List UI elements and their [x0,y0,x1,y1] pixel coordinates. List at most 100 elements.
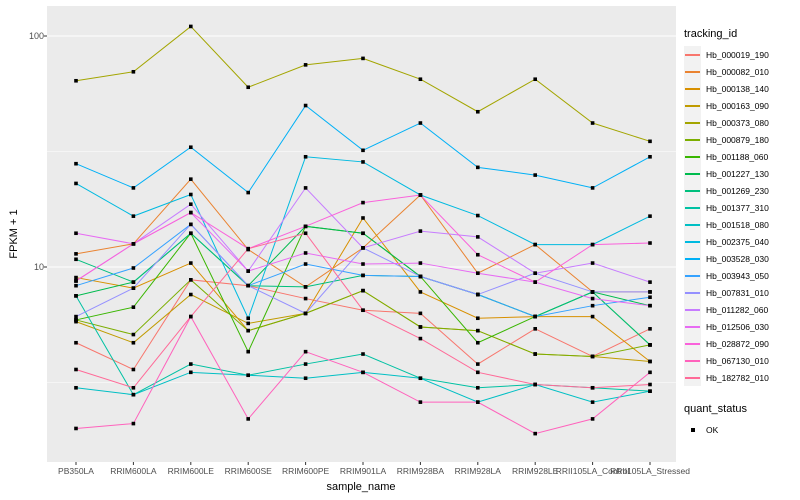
data-point [648,359,652,364]
data-point [648,343,652,347]
legend-item-Hb_007831_010: Hb_007831_010 [684,284,796,301]
legend-item-Hb_001518_080: Hb_001518_080 [684,216,796,233]
data-point [590,385,595,390]
data-point [648,303,652,308]
data-point [131,280,136,284]
data-point [361,308,365,313]
data-point [303,262,308,266]
data-point [246,269,250,273]
legend-item-Hb_001188_060: Hb_001188_060 [684,148,796,165]
legend-item-Hb_067130_010: Hb_067130_010 [684,352,796,369]
data-point [361,246,365,250]
legend-item-Hb_000373_080: Hb_000373_080 [684,114,796,131]
legend-key-line-icon [684,131,701,148]
data-point [476,385,480,390]
legend-items: Hb_000019_190 Hb_000082_010 Hb_000138_140 H… [684,46,796,386]
legend-key-line-icon [684,301,701,318]
data-point [246,316,250,321]
data-point [476,213,480,218]
data-point [418,229,423,233]
data-point [74,367,78,372]
data-point [74,318,78,322]
legend-key-line-icon [684,114,701,131]
data-point [533,173,537,177]
legend-item-label: Hb_001188_060 [706,151,769,162]
data-point [590,261,595,265]
data-point [648,280,652,284]
data-point [74,426,78,431]
data-point [74,252,78,256]
data-point [131,214,136,218]
data-point [418,121,423,125]
legend-item-label: Hb_007831_010 [706,287,769,298]
data-point [131,186,136,190]
data-point [590,290,595,294]
data-point [303,251,308,255]
legend-item-Hb_003528_030: Hb_003528_030 [684,250,796,267]
data-point [303,349,308,354]
data-point [476,271,480,276]
data-point [131,242,136,246]
data-point [303,231,308,236]
data-point [131,305,136,309]
data-point [476,252,480,257]
data-point [533,271,537,276]
legend-key-line-icon [684,63,701,80]
data-point [74,385,78,390]
data-point [246,283,250,288]
data-point [476,340,480,345]
legend-key-line-icon [684,267,701,284]
data-point [361,160,365,164]
legend-key-line-icon [684,335,701,352]
data-point [361,273,365,278]
data-point [246,321,250,326]
legend-item-Hb_000019_190: Hb_000019_190 [684,46,796,63]
legend-item-Hb_028872_090: Hb_028872_090 [684,335,796,352]
data-point [189,370,193,375]
data-point [590,314,595,319]
legend-item-label: Hb_182782_010 [706,372,769,383]
legend-item-label: Hb_001269_230 [706,185,769,196]
data-point [361,370,365,375]
legend-item-ok: OK [684,421,796,438]
data-point [418,336,423,341]
legend-item-label: Hb_000163_090 [706,100,769,111]
x-tick-label-RRIM600LE: RRIM600LE [167,466,214,476]
data-point [189,222,193,227]
data-point [189,231,193,236]
x-tick-label-RRIM600LA: RRIM600LA [110,466,157,476]
data-point [533,382,537,387]
data-point [648,389,652,393]
data-point [418,290,423,294]
legend-item-Hb_012506_030: Hb_012506_030 [684,318,796,335]
data-point [131,266,136,270]
data-point [648,382,652,387]
data-point [476,370,480,375]
data-point [303,103,308,108]
y-tick-label-10: 10 [33,262,44,272]
legend-item-label: Hb_001227_130 [706,168,769,179]
legend-item-Hb_003943_050: Hb_003943_050 [684,267,796,284]
x-tick-label-RRIM928LE: RRIM928LE [512,466,559,476]
data-point [648,290,652,294]
data-point [74,340,78,345]
data-point [189,278,193,282]
legend-key-line-icon [684,284,701,301]
data-point [74,78,78,83]
data-point [303,296,308,301]
data-point [74,231,78,236]
data-point [361,262,365,266]
data-point [361,288,365,293]
data-point [303,311,308,316]
legend-item-label: Hb_000138_140 [706,83,769,94]
data-point [246,417,250,421]
data-point [361,352,365,356]
data-point [648,370,652,375]
legend-item-label: Hb_003528_030 [706,253,769,264]
legend-key-line-icon [684,148,701,165]
data-point [648,214,652,218]
legend-key-line-icon [684,199,701,216]
legend-item-label: Hb_000082_010 [706,66,769,77]
data-point [189,292,193,297]
